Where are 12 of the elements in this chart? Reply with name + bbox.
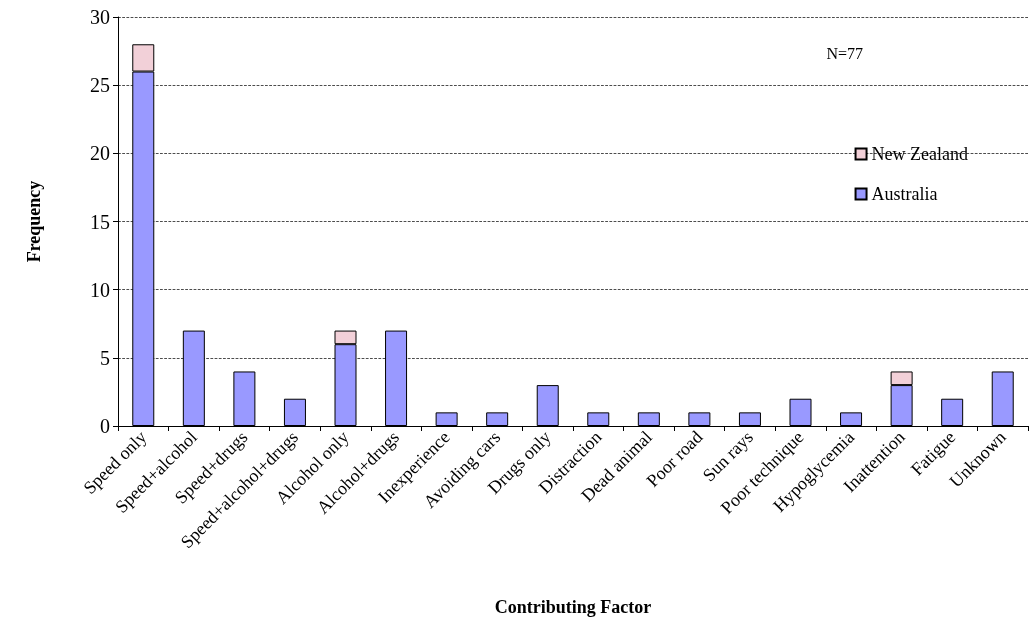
legend-label: New Zealand [871,144,968,164]
x-axis-title: Contributing Factor [494,597,652,617]
y-axis-title: Frequency [24,180,44,263]
annotation: N=77 [826,44,863,62]
y-tick-label: 5 [100,346,110,369]
y-tick-label: 15 [90,210,110,233]
y-tick-label: 10 [90,278,110,301]
legend-label: Australia [871,184,938,204]
y-tick-label: 30 [90,6,110,28]
y-tick-label: 0 [100,415,110,437]
y-tick-label: 20 [90,142,110,165]
y-tick-label: 25 [90,74,110,97]
